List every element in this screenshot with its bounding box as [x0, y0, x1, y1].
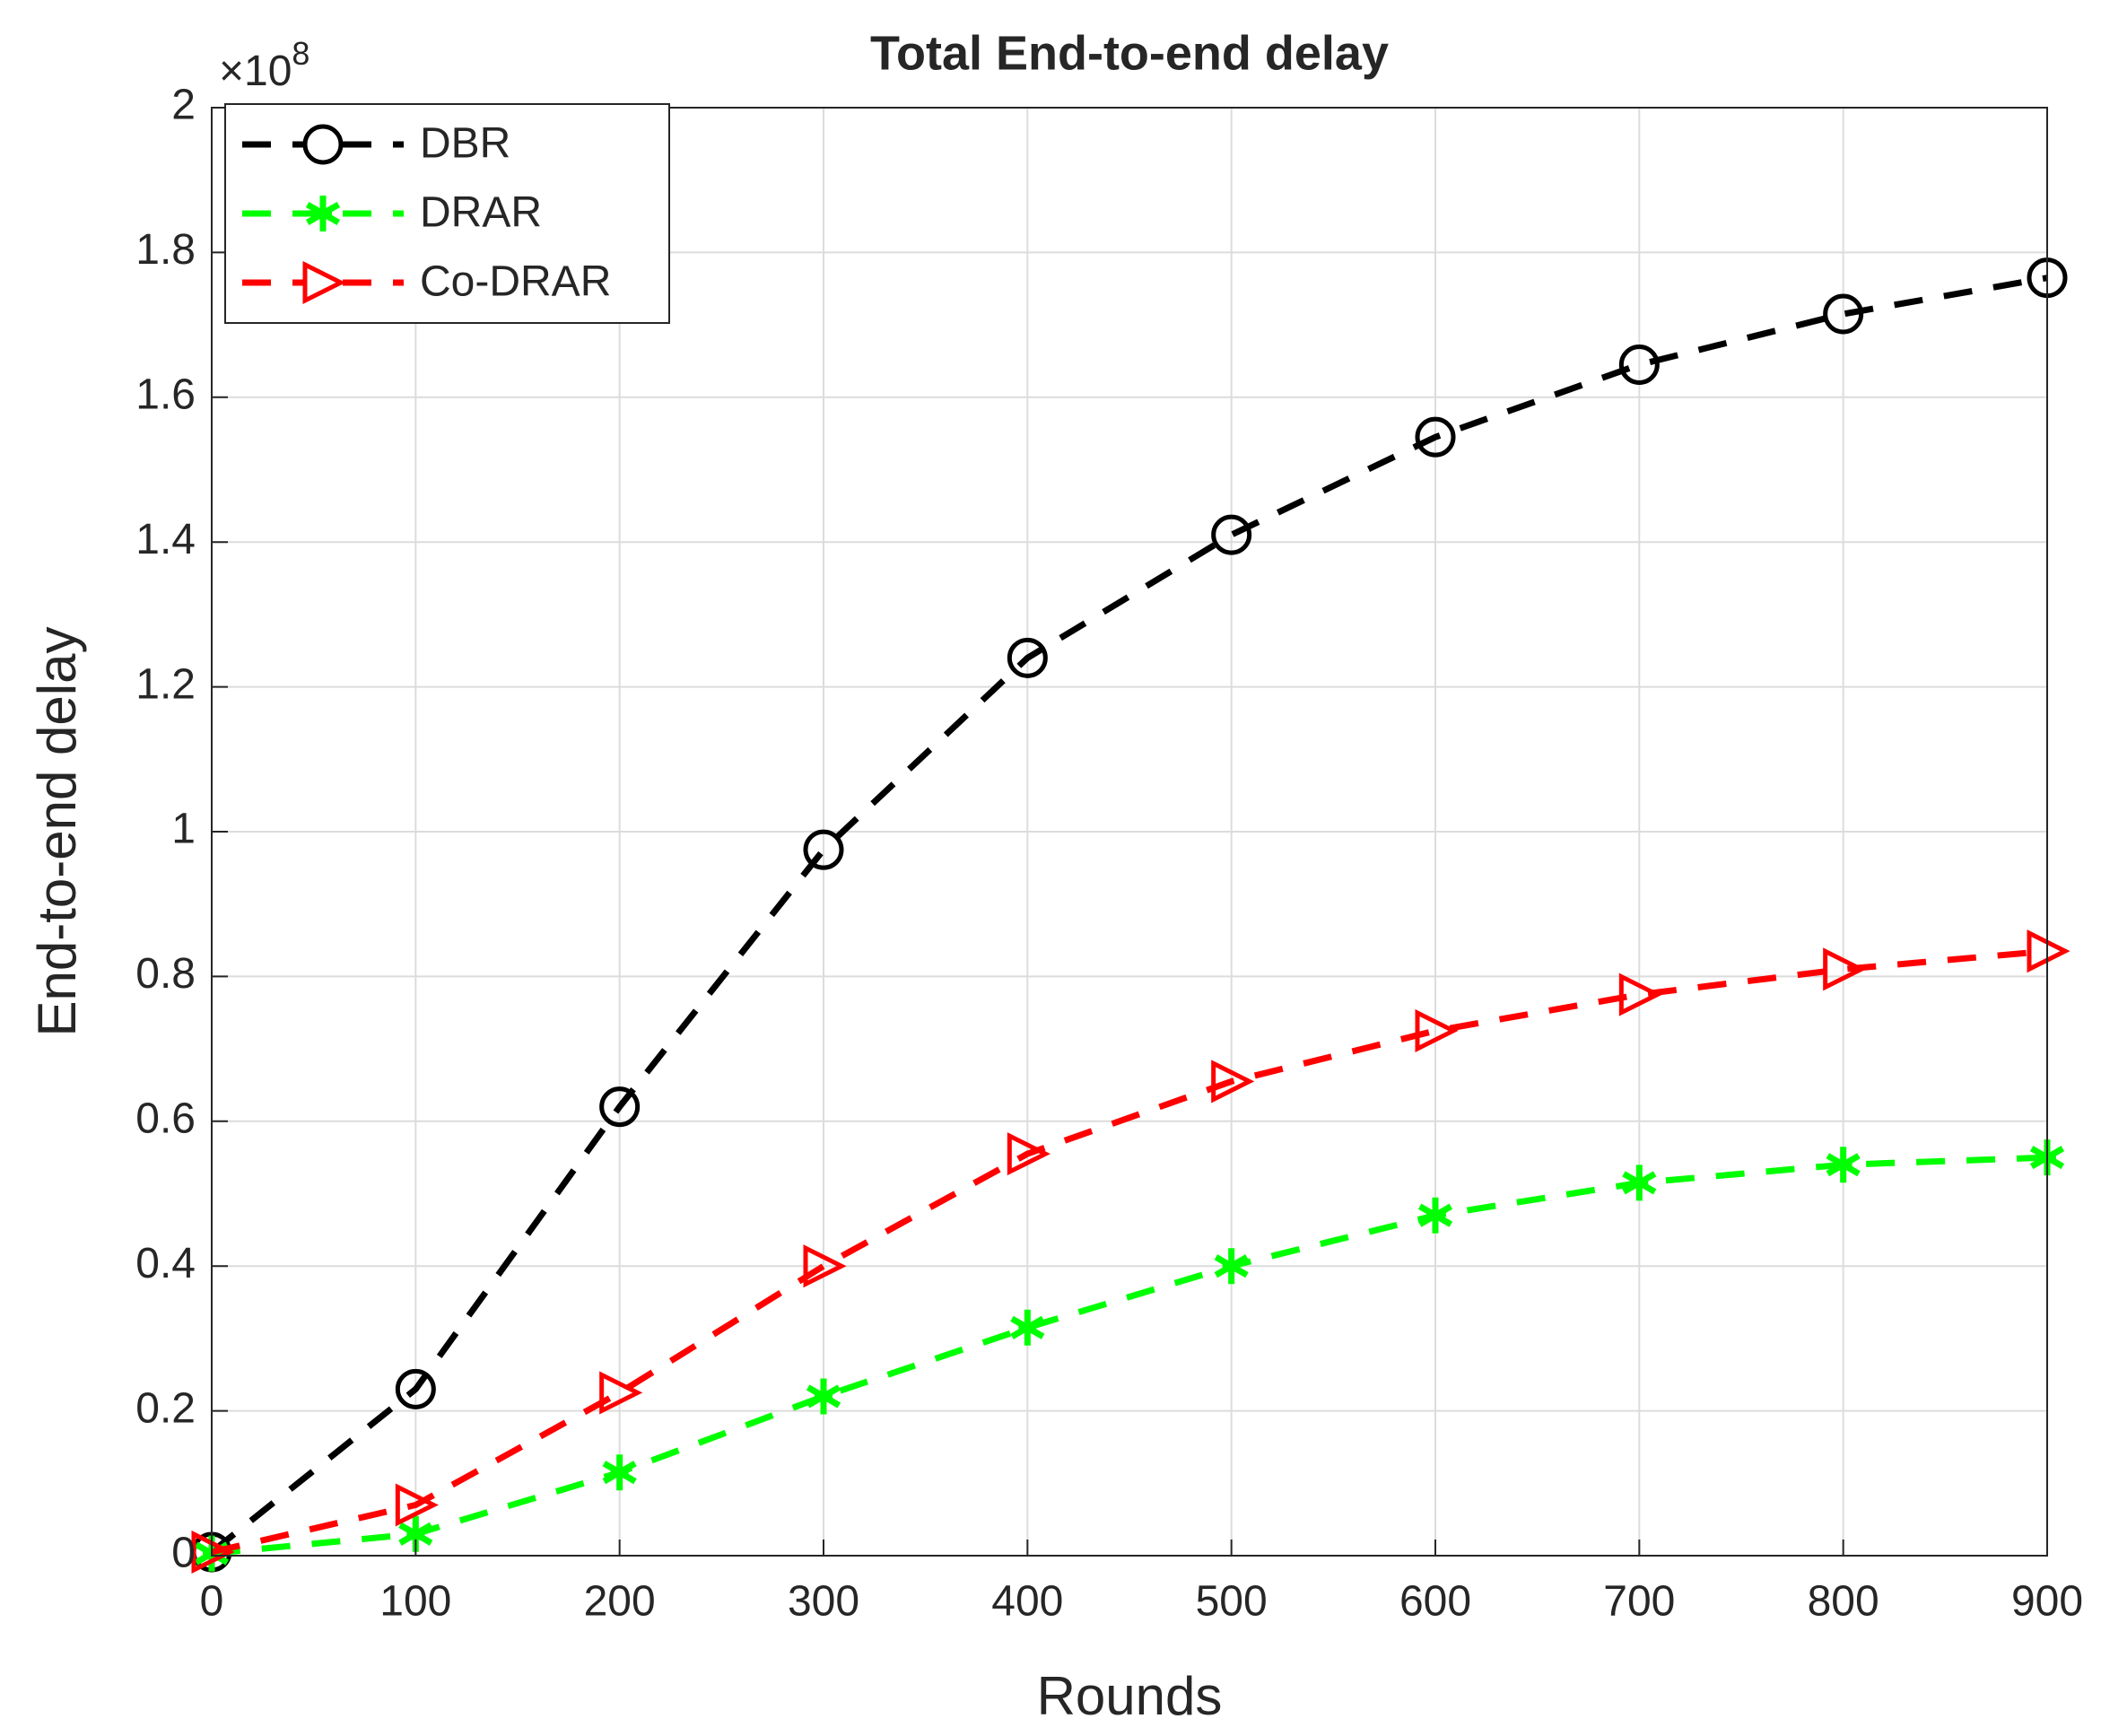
- x-tick-label: 0: [200, 1578, 224, 1626]
- x-tick-label: 300: [788, 1578, 859, 1626]
- data-point: [1417, 1197, 1453, 1234]
- data-point: [1618, 973, 1662, 1016]
- legend-label: Co-DRAR: [420, 258, 611, 306]
- x-tick-label: 700: [1603, 1578, 1675, 1626]
- x-tick-label: 400: [991, 1578, 1063, 1626]
- data-point: [1415, 1008, 1459, 1052]
- series-line: [211, 947, 2048, 1556]
- data-point: [1823, 947, 1867, 991]
- x-tick-label: 800: [1808, 1578, 1879, 1626]
- y-tick-label: 0.6: [135, 1095, 196, 1142]
- y-tick-label: 1.4: [135, 516, 196, 563]
- chart-title: Total End-to-end delay: [870, 26, 1389, 80]
- x-tick-label: 600: [1399, 1578, 1471, 1626]
- data-point: [395, 1483, 439, 1527]
- data-point: [1823, 293, 1864, 335]
- legend-label: DBR: [420, 120, 510, 168]
- y-tick-label: 0.8: [135, 950, 196, 998]
- data-point: [398, 1515, 433, 1552]
- legend-marker: [302, 124, 344, 165]
- y-tick-label: 1: [171, 806, 196, 853]
- y-tick-label: 1.2: [135, 660, 196, 708]
- y-multiplier: ×108: [219, 35, 309, 95]
- x-tick-label: 100: [379, 1578, 451, 1626]
- y-tick-label: 0.2: [135, 1384, 196, 1432]
- legend: DBR DRAR Co-DRAR: [224, 103, 670, 324]
- data-point: [1007, 637, 1048, 678]
- data-point: [803, 829, 844, 870]
- y-axis-label: End-to-end delay: [27, 627, 87, 1037]
- data-point: [1618, 345, 1660, 385]
- ticks: 0 100 200 300 400 500 600 700 800 900 0 0.2 0.4 0.6 0.…: [135, 82, 2083, 1626]
- y-multiplier-exponent: 8: [292, 35, 309, 72]
- y-tick-label: 0.4: [135, 1240, 196, 1287]
- data-point: [1622, 1165, 1657, 1201]
- y-tick-label: 2: [171, 82, 196, 129]
- x-tick-label: 500: [1196, 1578, 1268, 1626]
- data-point: [1214, 1248, 1249, 1285]
- data-point: [803, 1244, 847, 1288]
- data-point: [395, 1368, 436, 1409]
- data-point: [1826, 1147, 1861, 1183]
- data-point: [806, 1378, 841, 1415]
- data-point: [599, 1371, 643, 1415]
- data-point: [1007, 1132, 1050, 1176]
- x-tick-label: 900: [2011, 1578, 2083, 1626]
- series-line: [211, 1154, 2048, 1557]
- data-point: [602, 1454, 637, 1491]
- data-point: [599, 1086, 641, 1128]
- data-point: [1211, 514, 1252, 555]
- data-point: [2027, 257, 2068, 299]
- legend-marker: [305, 196, 341, 231]
- legend-label: DRAR: [420, 189, 542, 237]
- data-point: [1010, 1309, 1045, 1346]
- data-point: [1211, 1060, 1255, 1104]
- series-layer: [191, 257, 2070, 1575]
- y-tick-label: 1.8: [135, 226, 196, 274]
- y-tick-label: 0: [171, 1530, 196, 1577]
- data-point: [1415, 416, 1456, 458]
- y-multiplier-base: ×10: [219, 48, 292, 95]
- y-tick-label: 1.6: [135, 371, 196, 418]
- x-axis-label: Rounds: [1037, 1666, 1223, 1726]
- legend-marker: [302, 260, 346, 305]
- x-tick-label: 200: [584, 1578, 656, 1626]
